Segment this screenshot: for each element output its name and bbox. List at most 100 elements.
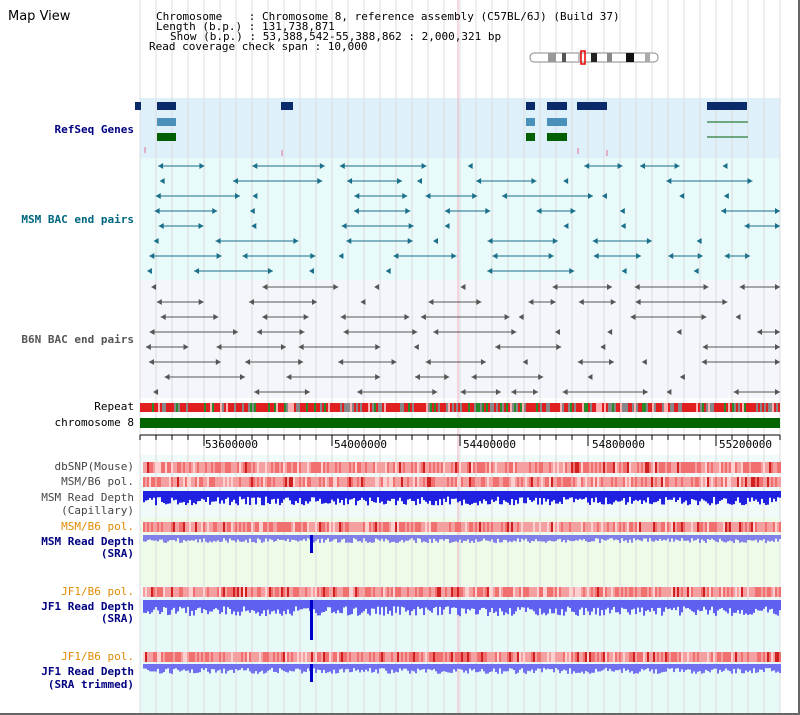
capillary-depth-bar (229, 491, 231, 506)
msm-sra-depth-bar (643, 535, 645, 539)
jf1-trimmed-depth-bar (759, 664, 761, 670)
msm-sra-depth-bar (365, 535, 367, 542)
pol-heat-cell (623, 652, 625, 662)
refseq-genes-label[interactable]: RefSeq Genes (54, 123, 134, 136)
msm-b6-pol-sra-label[interactable]: MSM/B6 pol. (61, 520, 134, 533)
pol-heat-cell (249, 652, 251, 662)
pol-heat-cell (381, 477, 383, 487)
pol-heat-cell (165, 477, 167, 487)
jf1-sra-depth-bar (267, 600, 269, 610)
pol-heat-cell (367, 522, 369, 532)
pol-heat-cell (537, 587, 539, 597)
jf1-sra-depth-bar (305, 600, 307, 609)
jf1-trimmed-depth-bar (561, 664, 563, 672)
pol-heat-cell (435, 587, 437, 597)
jf1-read-depth-sra-label[interactable]: JF1 Read Depth (41, 600, 134, 613)
pol-heat-cell (241, 522, 243, 532)
jf1-sra-depth-bar (485, 600, 487, 610)
jf1-sra-depth-bar (545, 600, 547, 616)
pol-heat-cell (729, 522, 731, 532)
pol-heat-cell (739, 462, 741, 473)
pol-heat-cell (533, 477, 535, 487)
capillary-depth-bar (225, 491, 227, 499)
pol-heat-cell (459, 462, 461, 473)
msm-sra-depth-bar (499, 535, 501, 543)
pol-heat-cell (631, 652, 633, 662)
pol-heat-cell (679, 522, 681, 532)
jf1-sra-depth-bar (261, 600, 263, 614)
pol-heat-cell (345, 652, 347, 662)
b6n-bac-end-pairs-label[interactable]: B6N BAC end pairs (21, 333, 134, 346)
pol-heat-cell (693, 587, 695, 597)
jf1-sra-depth-bar (251, 600, 253, 610)
pol-heat-cell (371, 477, 373, 487)
pol-heat-cell (285, 652, 287, 662)
jf1-read-depth-trimmed-label[interactable]: JF1 Read Depth (41, 665, 134, 678)
pol-heat-cell (169, 652, 171, 662)
b6n-bac-end (360, 299, 366, 305)
msm-b6-pol-label[interactable]: MSM/B6 pol. (61, 475, 134, 488)
pol-heat-cell (465, 652, 467, 662)
jf1-sra-depth-bar (775, 600, 777, 615)
pol-heat-cell (639, 462, 641, 473)
msm-sra-depth-bar (579, 535, 581, 540)
pol-heat-cell (589, 652, 591, 662)
msm-sra-depth-bar (429, 535, 431, 539)
capillary-depth-bar (443, 491, 445, 499)
jf1-b6-pol-trimmed-label[interactable]: JF1/B6 pol. (61, 650, 134, 663)
pol-heat-cell (689, 652, 691, 662)
pol-heat-cell (511, 522, 513, 532)
jf1-trimmed-depth-bar (633, 664, 635, 674)
pol-heat-cell (395, 462, 397, 473)
msm-bac-end (407, 238, 413, 244)
jf1-sra-depth-bar (453, 600, 455, 608)
msm-bac-end-pairs-label[interactable]: MSM BAC end pairs (21, 213, 134, 226)
repeat-segment (364, 403, 366, 412)
jf1-b6-pol-label[interactable]: JF1/B6 pol. (61, 585, 134, 598)
b6n-bac-end (262, 314, 268, 320)
pol-heat-cell (335, 477, 337, 487)
jf1-trimmed-depth-bar (323, 664, 325, 670)
pol-heat-cell (487, 652, 489, 662)
repeat-segment (348, 403, 350, 412)
msm-read-depth-sra-label[interactable]: MSM Read Depth (41, 535, 134, 548)
pol-heat-cell (345, 462, 347, 473)
pol-heat-cell (665, 587, 667, 597)
repeat-segment (194, 403, 196, 412)
jf1-sra-depth-bar (655, 600, 657, 615)
capillary-depth-bar (383, 491, 385, 505)
dbsnp-label[interactable]: dbSNP(Mouse) (54, 460, 134, 473)
jf1-sra-depth-bar (153, 600, 155, 610)
jf1-sra-depth-bar (207, 600, 209, 615)
msm-read-depth-capillary-label[interactable]: MSM Read Depth (41, 491, 134, 504)
msm-sra-depth-bar (589, 535, 591, 543)
repeat-segment (544, 403, 546, 412)
msm-sra-depth-bar (715, 535, 717, 542)
jf1-trimmed-depth-bar (571, 664, 573, 674)
capillary-depth-bar (261, 491, 263, 506)
pol-heat-cell (251, 652, 253, 662)
repeat-segment (598, 403, 600, 412)
jf1-trimmed-depth-bar (537, 664, 539, 669)
pol-heat-cell (371, 522, 373, 532)
pol-heat-cell (575, 522, 577, 532)
pol-heat-cell (397, 462, 399, 473)
pol-heat-cell (517, 522, 519, 532)
pol-heat-cell (233, 477, 235, 487)
msm-sra-depth-bar (453, 535, 455, 542)
jf1-sra-depth-bar (353, 600, 355, 609)
pol-heat-cell (585, 462, 587, 473)
pol-heat-cell (633, 587, 635, 597)
msm-sra-depth-bar (267, 535, 269, 542)
pol-heat-cell (483, 462, 485, 473)
repeat-segment (338, 403, 340, 412)
pol-heat-cell (315, 587, 317, 597)
jf1-sra-depth-bar (193, 600, 195, 616)
repeat-segment (224, 403, 226, 412)
msm-bac-end (723, 193, 729, 199)
capillary-depth-bar (493, 491, 495, 502)
capillary-depth-bar (767, 491, 769, 505)
repeat-segment (504, 403, 506, 412)
msm-bac-end (721, 208, 727, 214)
repeat-segment (542, 403, 544, 412)
